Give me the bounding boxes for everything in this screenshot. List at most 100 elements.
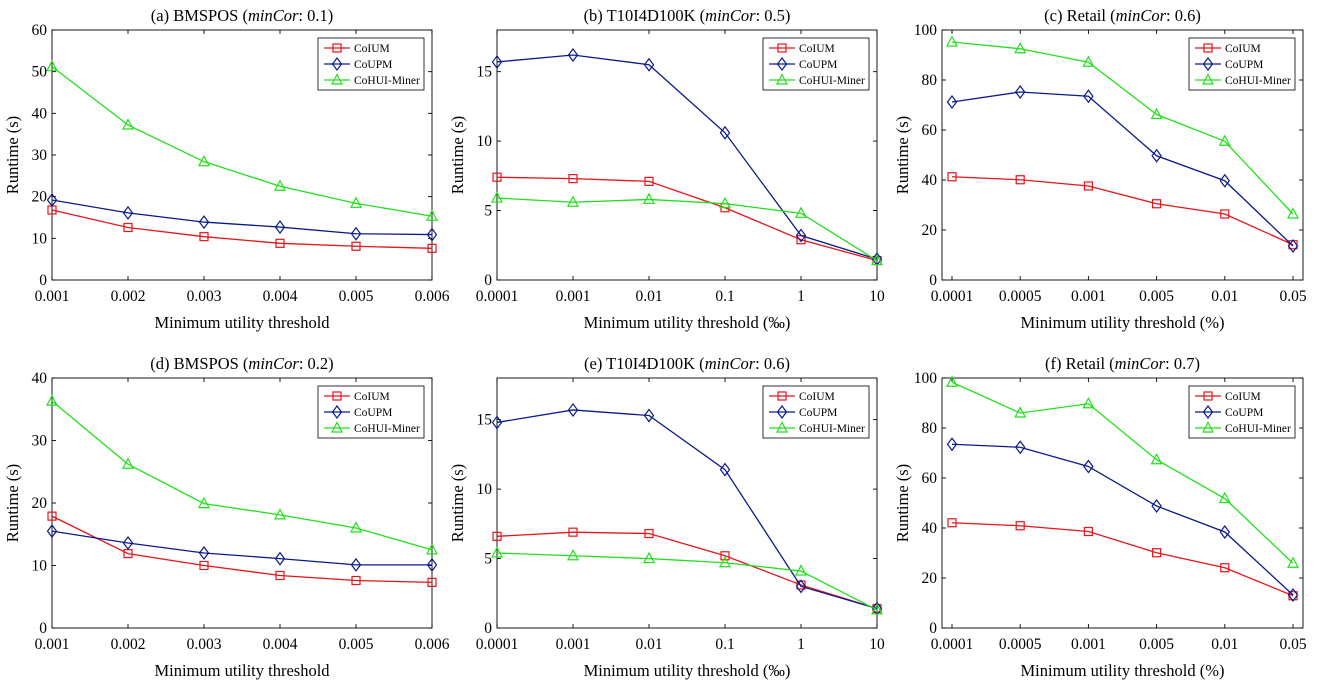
legend-label: CoUPM [1225,407,1263,419]
plot-frame [496,377,878,629]
data-point [1083,181,1094,191]
data-point [1082,55,1095,67]
data-point [795,206,807,218]
series-line [951,522,1294,597]
y-tick-label: 60 [922,122,938,139]
data-point [1014,41,1027,54]
legend-marker [1202,421,1214,433]
legend-label: CoIUM [354,43,390,55]
x-axis-label: Minimum utility threshold (‰) [584,661,791,680]
data-point [1287,588,1299,602]
data-point [947,518,957,528]
legend-marker [777,391,787,401]
series-cohui-miner [491,546,883,615]
y-tick-label: 10 [32,230,48,247]
title-suffix: : 0.2) [299,354,334,373]
y-tick-label: 10 [477,133,493,150]
data-point [274,508,286,520]
chart-panel-3: (c) Retail (minCor: 0.6) 0 20 40 60 80 100 0.00… [893,6,1307,332]
y-tick-label: 60 [922,470,938,487]
x-tick-label: 0.0001 [476,288,519,305]
series-line [496,54,878,260]
legend-marker [332,43,342,53]
legend-marker [331,421,343,433]
y-tick-label: 0 [484,272,492,289]
y-tick-label: 15 [477,64,493,81]
data-point [46,193,58,207]
series-cohui-miner [46,394,438,555]
y-tick-label: 40 [32,370,48,387]
legend-label: CoIUM [1225,43,1261,55]
y-axis-label: Runtime (s) [893,464,912,542]
data-point [426,227,438,242]
x-tick-label: 0.006 [415,288,450,305]
chart-panel-2: (b) T10I4D100K (minCor: 0.5) 0 5 10 15 0.0001… [448,6,885,332]
data-point [122,205,134,220]
legend-marker [1202,73,1214,85]
legend: CoIUM CoUPM CoHUI-Miner [317,385,425,439]
legend-label: CoIUM [1225,391,1261,403]
x-axis-label: Minimum utility threshold (‰) [584,313,791,332]
x-tick-label: 0.1 [715,288,734,305]
data-point [199,560,209,571]
y-axis-label: Runtime (s) [448,464,467,542]
y-tick-label: 10 [32,558,48,575]
data-point [1219,525,1231,539]
y-tick-label: 0 [929,272,937,289]
series-line [951,91,1294,247]
title-prefix: (d) BMSPOS ( [150,354,248,373]
data-point [47,511,57,521]
x-tick-label: 0.0001 [476,636,519,653]
x-tick-label: 0.0005 [999,636,1042,653]
data-point [567,402,579,417]
series-coium [492,527,882,614]
series-coupm [46,524,438,572]
data-point [567,48,579,62]
x-tick-label: 0.001 [556,636,591,653]
series-line [496,409,878,610]
data-point [719,462,731,477]
series-line [51,209,433,249]
panel-title: (a) BMSPOS (minCor: 0.1) [151,6,333,25]
x-tick-label: 0.003 [187,636,222,653]
title-prefix: (a) BMSPOS ( [151,6,248,25]
data-point [946,35,958,47]
x-tick-label: 0.001 [35,288,70,305]
series-line [496,531,878,610]
series-coium [492,172,882,266]
series-coupm [491,48,883,267]
x-tick-label: 0.01 [1211,636,1238,653]
x-tick-label: 1 [797,636,805,653]
data-point [947,172,957,182]
legend-marker [776,421,788,433]
legend-marker [1203,43,1213,53]
data-point [350,226,362,241]
series-coupm [946,437,1299,602]
data-point [1083,526,1094,537]
data-point [1218,491,1231,504]
series-line [496,176,878,262]
legend-box [1188,385,1296,439]
x-tick-label: 0.003 [187,288,222,305]
panel-title: (b) T10I4D100K (minCor: 0.5) [584,6,791,25]
y-tick-label: 5 [484,551,492,568]
x-tick-label: 0.0005 [999,288,1042,305]
panel-title: (c) Retail (minCor: 0.6) [1044,6,1201,25]
data-point [567,195,579,207]
series-line [51,530,432,566]
legend-label: CoUPM [799,407,837,419]
legend-label: CoIUM [799,391,835,403]
legend: CoIUM CoUPM CoHUI-Miner [317,37,425,91]
legend-marker [1202,405,1214,419]
title-prefix: (e) T10I4D100K ( [584,354,705,373]
title-prefix: (f) Retail ( [1045,354,1115,373]
title-suffix: : 0.1) [298,6,333,25]
y-axis-label: Runtime (s) [3,464,22,542]
data-point [351,241,361,251]
data-point [1082,396,1095,409]
legend-label: CoHUI-Miner [354,75,420,87]
x-tick-label: 0.005 [1139,288,1174,305]
data-point [1083,89,1094,104]
legend-marker [1203,391,1213,401]
y-tick-label: 20 [922,570,938,587]
